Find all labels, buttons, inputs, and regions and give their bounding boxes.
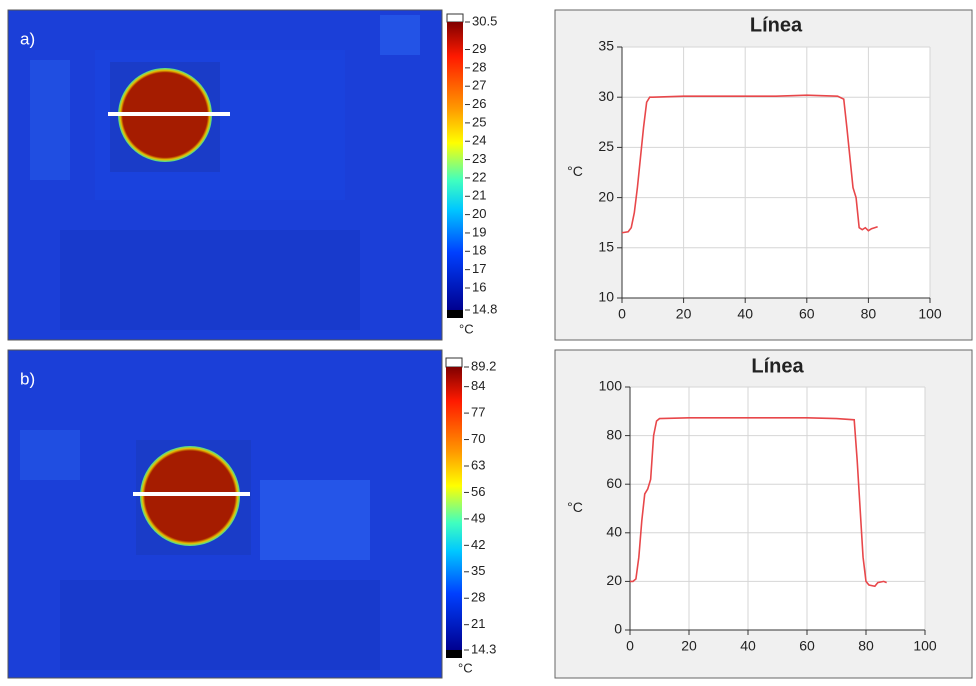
colorbar-tick-label: 25: [472, 114, 486, 129]
panel-label: a): [20, 29, 35, 48]
colorbar-tick-label: 18: [472, 243, 486, 258]
colorbar-tick-label: 19: [472, 224, 486, 239]
colorbar-unit: °C: [458, 660, 473, 675]
x-tick-label: 0: [618, 306, 626, 322]
colorbar-tick-label: 49: [471, 510, 485, 525]
colorbar-tick-label: 17: [472, 261, 486, 276]
plot-area: [622, 47, 930, 298]
y-axis-label: °C: [567, 499, 583, 515]
colorbar-tick-label: 21: [471, 616, 485, 631]
colorbar-tick-label: 28: [472, 59, 486, 74]
y-tick-label: 80: [606, 426, 622, 442]
x-tick-label: 20: [676, 306, 692, 322]
x-tick-label: 0: [626, 638, 634, 654]
colorbar-tick-label: 28: [471, 590, 485, 605]
chart-title: Línea: [751, 355, 804, 377]
colorbar-unit: °C: [459, 321, 474, 336]
y-tick-label: 15: [598, 239, 614, 255]
colorbar-tick-label: 56: [471, 484, 485, 499]
colorbar-tick-label: 84: [471, 378, 485, 393]
colorbar: [447, 22, 463, 310]
thermal-image: b): [7, 349, 443, 679]
colorbar-tick-label: 20: [472, 206, 486, 221]
colorbar: [446, 367, 462, 650]
colorbar-tick-label: 22: [472, 169, 486, 184]
x-tick-label: 100: [918, 306, 942, 322]
thermal-image: a): [7, 9, 443, 341]
colorbar-tick-label: 30.5: [472, 13, 497, 28]
y-tick-label: 100: [599, 378, 623, 394]
colorbar-tick-label: 27: [472, 78, 486, 93]
y-tick-label: 20: [598, 188, 614, 204]
x-tick-label: 60: [799, 306, 815, 322]
data-line: [621, 94, 878, 234]
colorbar-tick-label: 26: [472, 96, 486, 111]
colorbar-tick-label: 29: [472, 41, 486, 56]
colorbar-tick-label: 42: [471, 537, 485, 552]
x-tick-label: 60: [799, 638, 815, 654]
colorbar-tick-label: 77: [471, 405, 485, 420]
x-tick-label: 40: [740, 638, 756, 654]
y-tick-label: 35: [598, 38, 614, 54]
colorbar-tick-label: 23: [472, 151, 486, 166]
panel-label: b): [20, 369, 35, 388]
y-tick-label: 30: [598, 88, 614, 104]
y-tick-label: 20: [606, 572, 622, 588]
colorbar-top: [446, 13, 464, 23]
y-tick-label: 60: [606, 475, 622, 491]
colorbar-tick-label: 70: [471, 431, 485, 446]
plot-area: [630, 387, 925, 630]
colorbar-bottom: [446, 650, 462, 658]
colorbar-tick-label: 35: [471, 563, 485, 578]
y-tick-label: 40: [606, 524, 622, 540]
colorbar-tick-label: 16: [472, 279, 486, 294]
x-tick-label: 100: [913, 638, 937, 654]
x-tick-label: 80: [858, 638, 874, 654]
x-tick-label: 80: [861, 306, 877, 322]
x-tick-label: 20: [681, 638, 697, 654]
y-axis-label: °C: [567, 163, 583, 179]
colorbar-tick-label: 89.2: [471, 358, 496, 373]
y-tick-label: 25: [598, 138, 614, 154]
colorbar-bottom: [447, 310, 463, 318]
data-line: [630, 417, 887, 588]
y-tick-label: 10: [598, 289, 614, 305]
colorbar-tick-label: 14.8: [472, 301, 497, 316]
y-tick-label: 0: [614, 621, 622, 637]
colorbar-tick-label: 24: [472, 133, 486, 148]
colorbar-tick-label: 21: [472, 188, 486, 203]
colorbar-tick-label: 63: [471, 457, 485, 472]
colorbar-top: [445, 357, 463, 368]
x-tick-label: 40: [737, 306, 753, 322]
colorbar-tick-label: 14.3: [471, 641, 496, 656]
chart-title: Línea: [750, 14, 803, 36]
